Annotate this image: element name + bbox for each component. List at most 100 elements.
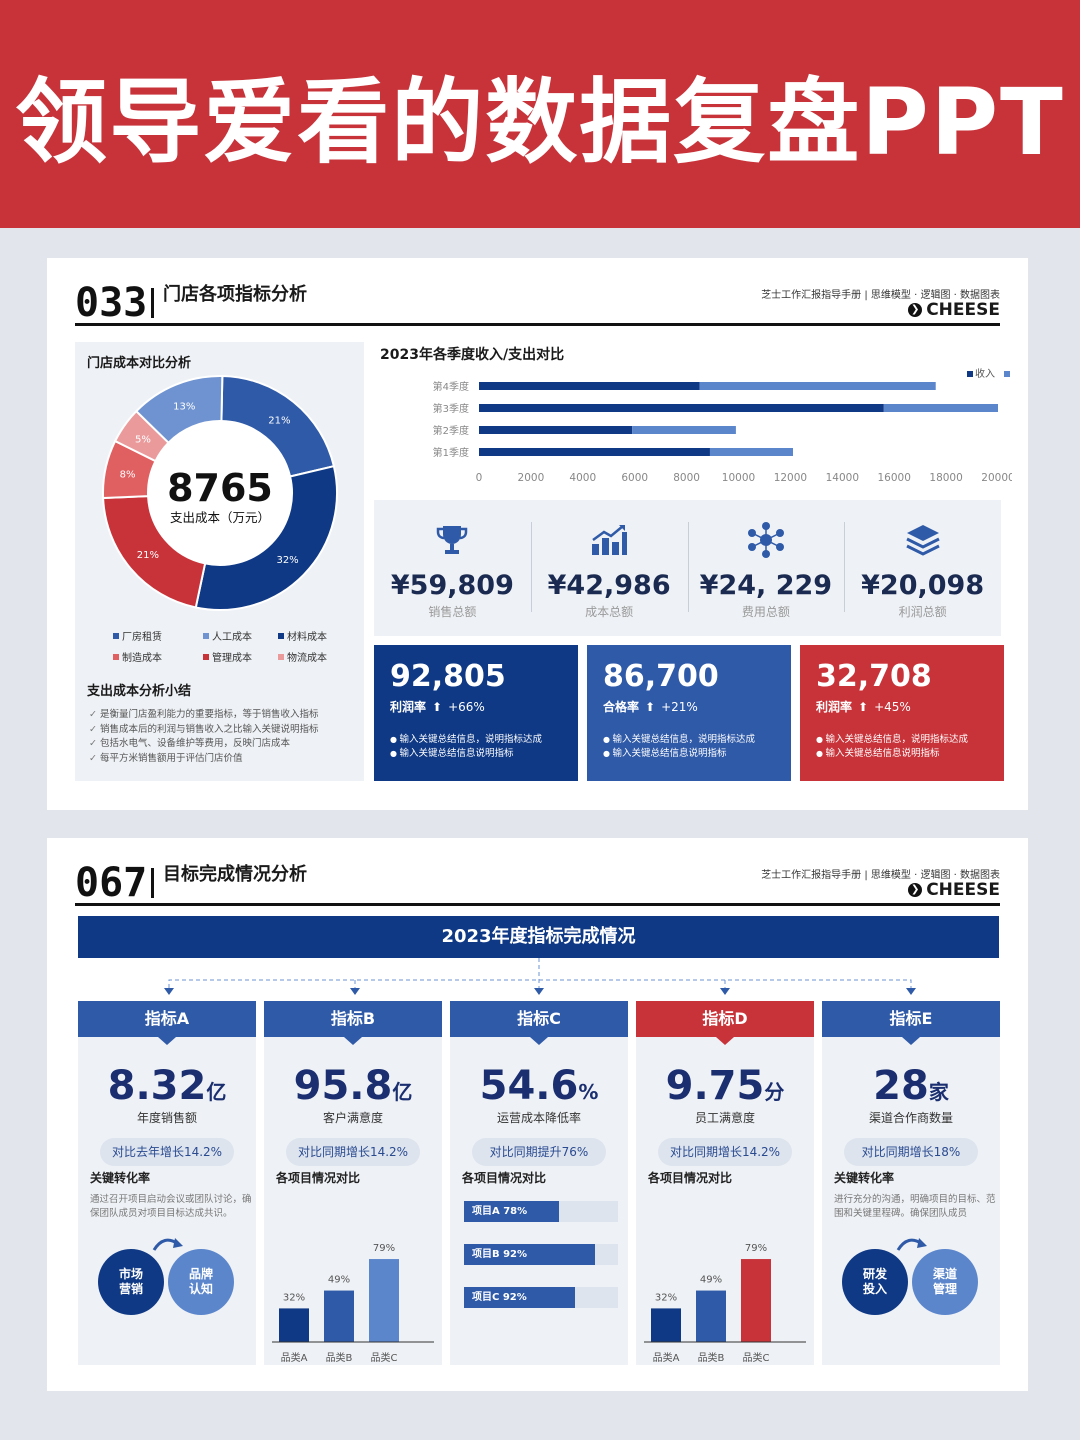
category-bar-label: 32% <box>283 1292 305 1303</box>
summary-list: 是衡量门店盈利能力的重要指标，等于销售收入指标销售成本后的利润与销售收入之比输入… <box>89 708 319 766</box>
divider <box>151 868 154 898</box>
metric-box: 92,805 利润率 ⬆ +66% 输入关键总结信息，说明指标达成输入关键总结信息说明指… <box>374 645 578 781</box>
cost-panel: 门店成本对比分析 21% 32% 21% 8% 5% 13% 8765 支出成本（万元） 厂房… <box>75 342 364 781</box>
progress-bar: 项目B 92% <box>464 1244 618 1265</box>
annual-banner: 2023年度指标完成情况 <box>78 916 999 958</box>
legend-item: 人工成本 <box>203 628 278 643</box>
curved-arrow-icon <box>152 1238 183 1251</box>
network-icon <box>688 522 845 558</box>
legend-label: 物流成本 <box>287 653 327 664</box>
section-label: 各项目情况对比 <box>276 1171 361 1185</box>
indicator-number: 54.6 <box>479 1063 579 1109</box>
bubble-secondary: 渠道 管理 <box>912 1249 978 1315</box>
metric-note: 输入关键总结信息，说明指标达成 <box>603 733 775 747</box>
kpi-value: ¥59,809 <box>390 570 514 601</box>
bar-收入 <box>479 404 884 412</box>
section-label: 关键转化率 <box>834 1171 895 1185</box>
legend-swatch <box>113 632 119 639</box>
category-bar-chart: 32% 品类A 49% 品类B 79% 品类C <box>644 1243 806 1364</box>
category-bar-label: 79% <box>745 1243 767 1254</box>
section-label: 各项目情况对比 <box>462 1171 547 1185</box>
comparison-pill: 对比同期增长14.2% <box>286 1138 420 1166</box>
metric-label: 利润率 <box>816 700 853 714</box>
indicator-unit: 亿 <box>392 1080 413 1104</box>
legend-label: 厂房租赁 <box>122 632 162 643</box>
section-text: 通过召开项目启动会议或团队讨论，确保团队成员对项目目标达成共识。 <box>90 1194 252 1219</box>
kpi-item: ¥42,986 成本总额 <box>530 500 688 636</box>
x-tick-label: 8000 <box>673 472 700 484</box>
progress-bar: 项目A 78% <box>464 1201 618 1222</box>
kpi-item: ¥20,098 利润总额 <box>844 500 1001 636</box>
legend-swatch <box>203 653 209 660</box>
x-tick-label: 18000 <box>929 472 962 484</box>
bar-支出 <box>699 382 936 390</box>
legend-swatch <box>203 632 209 639</box>
metric-box: 32,708 利润率 ⬆ +45% 输入关键总结信息，说明指标达成输入关键总结信息说明指… <box>800 645 1004 781</box>
metric-change-value: +45% <box>874 699 911 714</box>
kpi-item: ¥24, 229 费用总额 <box>687 500 845 636</box>
donut-label: 8% <box>120 469 136 480</box>
x-tick-label: 6000 <box>621 472 648 484</box>
progress-fill: 项目C 92% <box>464 1287 575 1308</box>
metric-note: 输入关键总结信息说明指标 <box>390 747 562 761</box>
brand-tagline: 芝士工作汇报指导手册 | 思维模型 · 逻辑图 · 数据图表 <box>761 870 1000 881</box>
connector-lines <box>164 958 916 995</box>
bar-支出 <box>709 448 793 456</box>
x-tick-label: 10000 <box>722 472 755 484</box>
donut-label: 13% <box>173 402 195 413</box>
kpi-value: ¥24, 229 <box>699 570 833 601</box>
trophy-icon <box>374 522 531 558</box>
arrow-up-icon: ⬆ <box>432 699 443 714</box>
section-label: 各项目情况对比 <box>648 1171 733 1185</box>
page-title: 领导爱看的数据复盘PPT <box>15 68 1065 176</box>
x-tick-label: 2000 <box>518 472 545 484</box>
section-number: 033 <box>75 280 148 326</box>
indicator-value: 95.8亿 <box>264 1063 442 1109</box>
indicator-header: 指标A <box>78 1001 256 1045</box>
metric-label: 合格率 <box>603 700 640 714</box>
summary-item: 每平方米销售额用于评估门店价值 <box>89 752 319 767</box>
indicator-header: 指标D <box>636 1001 814 1045</box>
indicator-description: 运营成本降低率 <box>496 1111 581 1125</box>
indicator-column: 指标B 95.8亿 客户满意度 对比同期增长14.2% 各项目情况对比 32% 品类A 49%… <box>264 1001 442 1365</box>
category-bar <box>324 1290 354 1342</box>
divider <box>151 288 154 318</box>
goal-completion-card: 067 目标完成情况分析 芝士工作汇报指导手册 | 思维模型 · 逻辑图 · 数… <box>47 838 1028 1391</box>
metric-note: 输入关键总结信息，说明指标达成 <box>816 733 988 747</box>
bubble-secondary: 品牌 认知 <box>168 1249 234 1315</box>
indicator-header: 指标C <box>450 1001 628 1045</box>
x-tick-label: 14000 <box>826 472 859 484</box>
chart-legend-label: 收入 <box>975 367 995 380</box>
summary-title: 支出成本分析小结 <box>87 684 192 699</box>
kpi-label: 销售总额 <box>428 605 477 619</box>
donut-center-label: 支出成本（万元） <box>170 510 270 525</box>
donut-title: 门店成本对比分析 <box>87 356 192 371</box>
comparison-pill: 对比同期提升76% <box>472 1138 606 1166</box>
kpi-value: ¥20,098 <box>861 570 985 601</box>
chevron-right-icon: ❯ <box>908 303 923 317</box>
metric-notes: 输入关键总结信息，说明指标达成输入关键总结信息说明指标 <box>390 733 562 761</box>
metric-change: 利润率 ⬆ +45% <box>816 698 988 715</box>
kpi-label: 利润总额 <box>898 605 947 619</box>
brand-tagline: 芝士工作汇报指导手册 | 思维模型 · 逻辑图 · 数据图表 <box>761 290 1000 301</box>
card-header: 067 目标完成情况分析 芝士工作汇报指导手册 | 思维模型 · 逻辑图 · 数… <box>75 856 1000 906</box>
legend-item: 材料成本 <box>278 628 353 643</box>
legend-item: 厂房租赁 <box>113 628 203 643</box>
bubble-primary: 研发 投入 <box>842 1249 908 1315</box>
indicator-description: 客户满意度 <box>322 1111 383 1125</box>
category-bar <box>696 1290 726 1342</box>
category-bar-label: 79% <box>373 1243 395 1254</box>
metric-notes: 输入关键总结信息，说明指标达成输入关键总结信息说明指标 <box>816 733 988 761</box>
metric-box: 86,700 合格率 ⬆ +21% 输入关键总结信息，说明指标达成输入关键总结信息说明指… <box>587 645 791 781</box>
bar-收入 <box>479 426 633 434</box>
legend-swatch <box>1004 371 1010 377</box>
legend-label: 材料成本 <box>287 632 327 643</box>
metric-value: 86,700 <box>603 659 719 694</box>
metric-change: 利润率 ⬆ +66% <box>390 698 562 715</box>
indicator-number: 8.32 <box>107 1063 207 1109</box>
indicator-number: 95.8 <box>293 1063 393 1109</box>
indicator-unit: 家 <box>928 1080 949 1104</box>
category-axis-label: 品类A <box>281 1351 308 1364</box>
indicator-description: 年度销售额 <box>136 1111 197 1125</box>
brand-logo: ❯ CHEESE <box>908 880 1000 900</box>
